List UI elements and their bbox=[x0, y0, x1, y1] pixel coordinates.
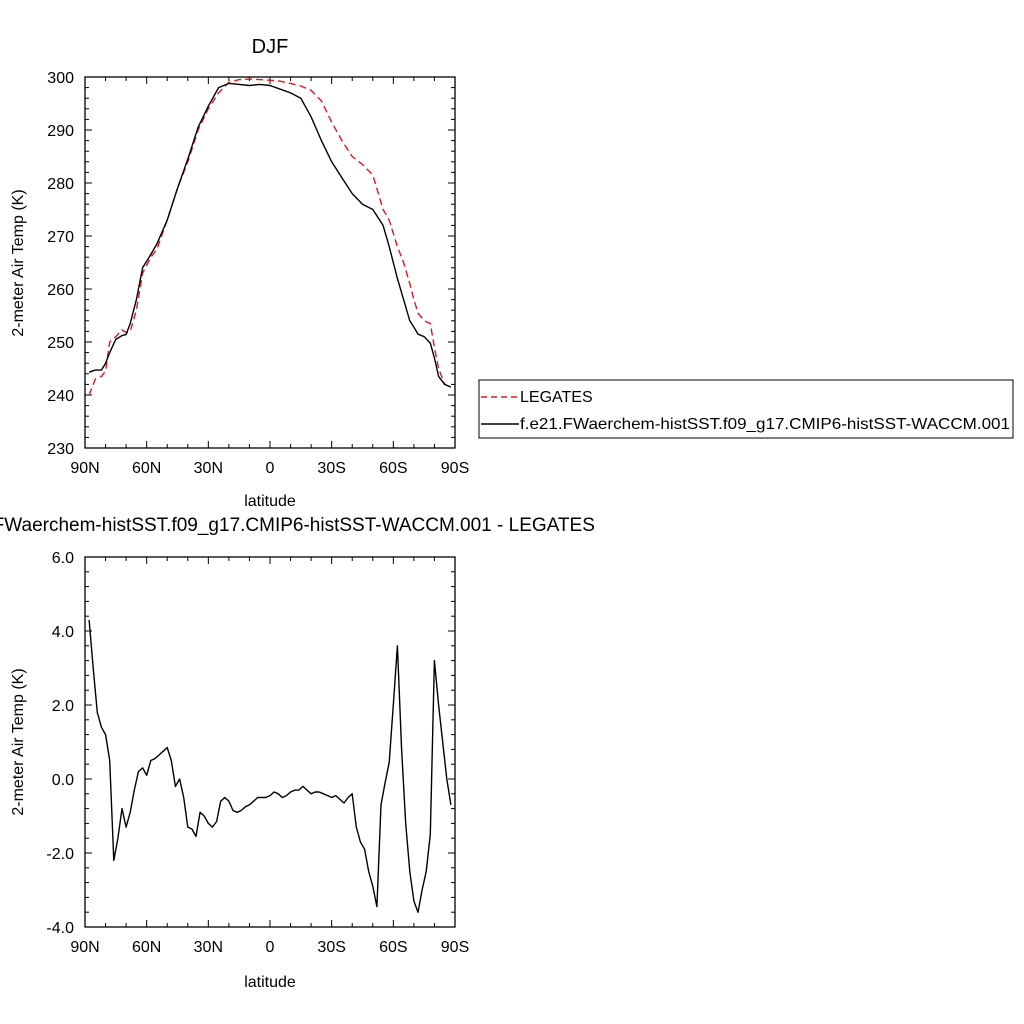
top-tick-labels: 90N 60N 30N 0 30S 60S 90S 230 240 250 260 270 280 290… bbox=[47, 70, 469, 477]
x-tick-label: 0 bbox=[266, 460, 275, 477]
x-tick-label: 60S bbox=[379, 939, 407, 956]
bottom-y-axis-label: 2-meter Air Temp (K) bbox=[10, 668, 27, 815]
bottom-tick-labels: 90N 60N 30N 0 30S 60S 90S -4.0 -2.0 0.0 2.0 4.0 6.0 bbox=[46, 550, 469, 956]
legend-label-model: f.e21.FWaerchem-histSST.f09_g17.CMIP6-hi… bbox=[520, 416, 1010, 433]
y-tick-label: 4.0 bbox=[52, 624, 74, 641]
x-tick-label: 30N bbox=[194, 939, 223, 956]
y-tick-label: 2.0 bbox=[52, 698, 74, 715]
x-tick-label: 90N bbox=[70, 460, 99, 477]
bottom-tick-marks bbox=[84, 556, 456, 928]
top-y-axis-label: 2-meter Air Temp (K) bbox=[10, 189, 27, 336]
y-tick-label: 230 bbox=[47, 441, 74, 458]
model-series-line bbox=[88, 82, 452, 388]
y-tick-label: 240 bbox=[47, 388, 74, 405]
x-tick-label: 30S bbox=[317, 460, 345, 477]
legates-series-line bbox=[88, 78, 452, 396]
y-tick-label: 290 bbox=[47, 123, 74, 140]
x-tick-label: 60N bbox=[132, 939, 161, 956]
legend-label-legates: LEGATES bbox=[520, 389, 593, 406]
x-tick-label: 0 bbox=[266, 939, 275, 956]
y-tick-label: 270 bbox=[47, 229, 74, 246]
x-tick-label: 90N bbox=[70, 939, 99, 956]
legend: LEGATES f.e21.FWaerchem-histSST.f09_g17.… bbox=[478, 379, 1014, 439]
bottom-x-axis-label: latitude bbox=[244, 974, 296, 991]
y-tick-label: 0.0 bbox=[52, 772, 74, 789]
y-tick-label: 260 bbox=[47, 282, 74, 299]
top-plot-frame bbox=[84, 76, 456, 449]
y-tick-label: -2.0 bbox=[46, 846, 74, 863]
x-tick-label: 90S bbox=[441, 460, 469, 477]
y-tick-label: 250 bbox=[47, 335, 74, 352]
bottom-series-lines bbox=[88, 619, 452, 913]
bottom-chart: f.e21.FWaerchem-histSST.f09_g17.CMIP6-hi… bbox=[0, 515, 595, 991]
y-tick-label: 300 bbox=[47, 70, 74, 87]
x-tick-label: 60N bbox=[132, 460, 161, 477]
y-tick-label: 280 bbox=[47, 176, 74, 193]
top-chart: DJF 90N 60N 30N 0 30S 60S 90S 230 240 250 260 270 28… bbox=[10, 36, 469, 510]
model-series-line bbox=[88, 619, 452, 913]
x-tick-label: 30S bbox=[317, 939, 345, 956]
x-tick-label: 90S bbox=[441, 939, 469, 956]
y-tick-label: 6.0 bbox=[52, 550, 74, 567]
y-tick-label: -4.0 bbox=[46, 920, 74, 937]
x-tick-label: 30N bbox=[194, 460, 223, 477]
legend-box bbox=[478, 379, 1014, 439]
top-chart-title: DJF bbox=[252, 36, 289, 58]
bottom-chart-title: f.e21.FWaerchem-histSST.f09_g17.CMIP6-hi… bbox=[0, 515, 595, 536]
bottom-plot-frame bbox=[84, 556, 456, 928]
x-tick-label: 60S bbox=[379, 460, 407, 477]
top-series-lines bbox=[88, 78, 452, 396]
top-x-axis-label: latitude bbox=[244, 493, 296, 510]
top-tick-marks bbox=[84, 76, 456, 449]
